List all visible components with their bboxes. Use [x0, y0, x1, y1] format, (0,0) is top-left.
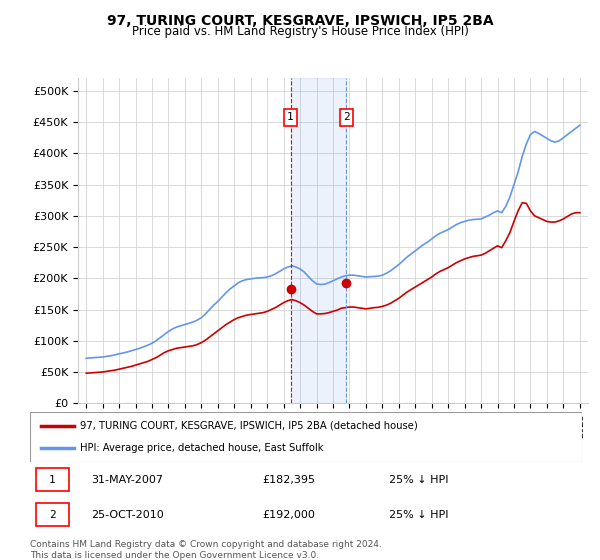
Text: 31-MAY-2007: 31-MAY-2007 — [91, 474, 163, 484]
FancyBboxPatch shape — [35, 503, 68, 526]
FancyBboxPatch shape — [30, 412, 582, 462]
Text: 1: 1 — [287, 113, 294, 123]
FancyBboxPatch shape — [35, 468, 68, 491]
Text: 1: 1 — [49, 474, 55, 484]
Text: Price paid vs. HM Land Registry's House Price Index (HPI): Price paid vs. HM Land Registry's House … — [131, 25, 469, 38]
Text: £182,395: £182,395 — [262, 474, 315, 484]
Text: HPI: Average price, detached house, East Suffolk: HPI: Average price, detached house, East… — [80, 443, 323, 453]
Text: 25-OCT-2010: 25-OCT-2010 — [91, 510, 163, 520]
Text: 25% ↓ HPI: 25% ↓ HPI — [389, 510, 448, 520]
Text: 2: 2 — [49, 510, 55, 520]
Text: 2: 2 — [343, 113, 350, 123]
Text: Contains HM Land Registry data © Crown copyright and database right 2024.
This d: Contains HM Land Registry data © Crown c… — [30, 540, 382, 560]
Text: 97, TURING COURT, KESGRAVE, IPSWICH, IP5 2BA: 97, TURING COURT, KESGRAVE, IPSWICH, IP5… — [107, 14, 493, 28]
Text: £192,000: £192,000 — [262, 510, 315, 520]
Text: 25% ↓ HPI: 25% ↓ HPI — [389, 474, 448, 484]
Text: 97, TURING COURT, KESGRAVE, IPSWICH, IP5 2BA (detached house): 97, TURING COURT, KESGRAVE, IPSWICH, IP5… — [80, 421, 418, 431]
Bar — [290, 78, 346, 403]
